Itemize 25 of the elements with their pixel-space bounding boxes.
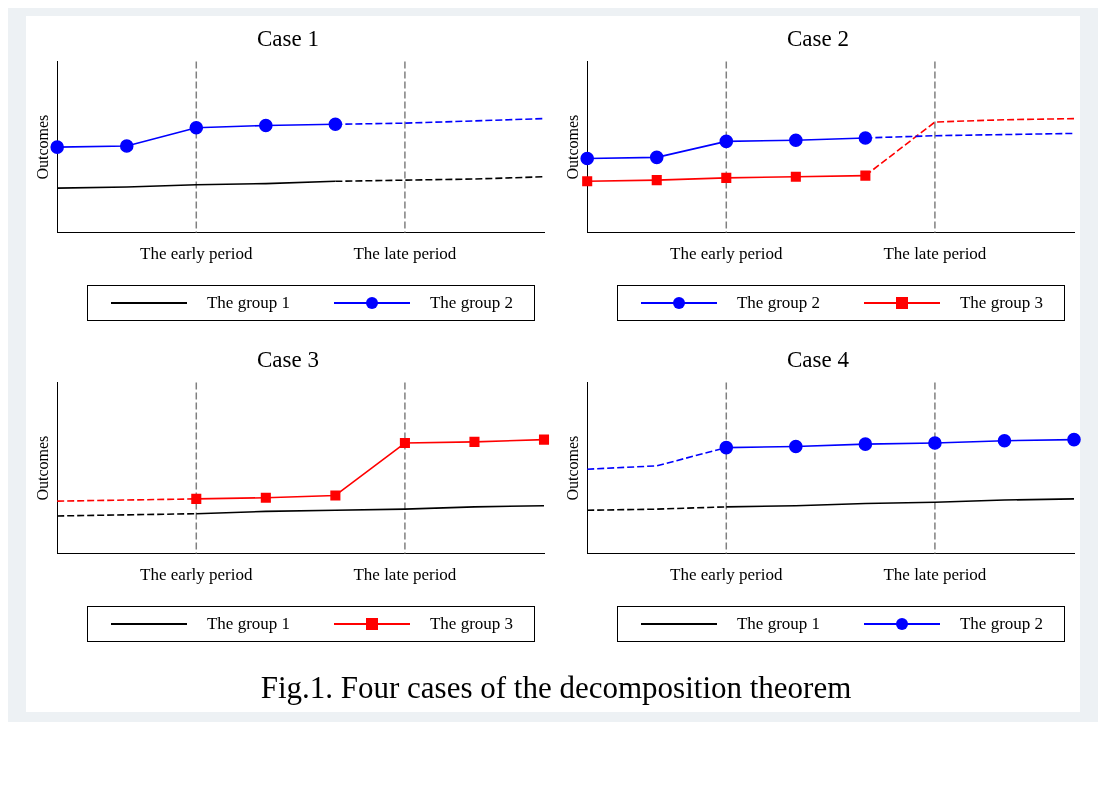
legend-label: The group 3 <box>429 614 514 634</box>
chart-title: Case 3 <box>257 346 319 372</box>
y-axis-title: Outcomes <box>33 435 51 501</box>
legend-label: The group 3 <box>959 293 1044 313</box>
legend-label: The group 1 <box>736 614 821 634</box>
y-axis-title: Outcomes <box>563 114 581 180</box>
y-axis-title: Outcomes <box>33 114 51 180</box>
legend-label: The group 2 <box>736 293 821 313</box>
x-tick-label: The late period <box>883 565 987 585</box>
chart-title: Case 1 <box>257 25 319 51</box>
legend-label: The group 2 <box>429 293 514 313</box>
legend-label: The group 2 <box>959 614 1044 634</box>
x-tick-label: The early period <box>140 244 253 264</box>
x-tick-label: The late period <box>883 244 987 264</box>
x-tick-label: The early period <box>670 244 783 264</box>
chart-title: Case 4 <box>787 346 850 372</box>
legend-label: The group 1 <box>206 614 291 634</box>
text: Fig.1. Four cases of the decomposition theorem <box>260 670 852 705</box>
x-tick-label: The late period <box>353 565 457 585</box>
chart-title: Case 2 <box>787 25 849 51</box>
x-tick-label: The early period <box>670 565 783 585</box>
x-tick-label: The early period <box>140 565 253 585</box>
x-tick-label: The late period <box>353 244 457 264</box>
y-axis-title: Outcomes <box>563 435 581 501</box>
legend-label: The group 1 <box>206 293 291 313</box>
